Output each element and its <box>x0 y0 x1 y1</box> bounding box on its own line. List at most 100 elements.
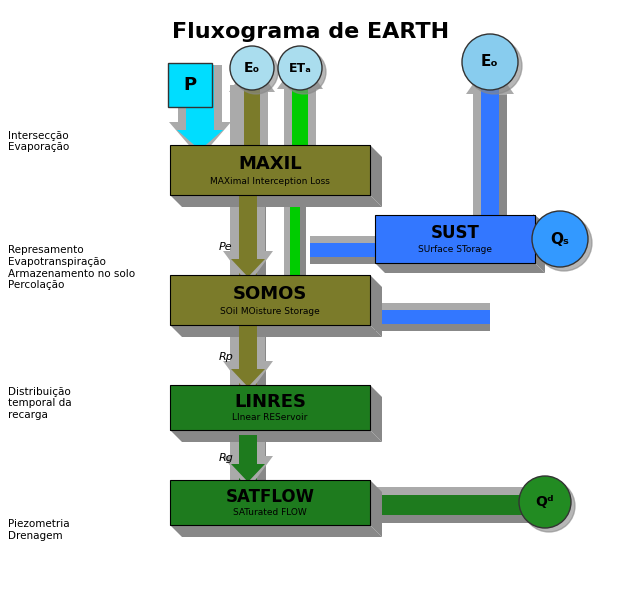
Polygon shape <box>257 85 266 145</box>
Text: Eₒ: Eₒ <box>244 61 260 75</box>
Circle shape <box>234 50 278 94</box>
Text: Rp: Rp <box>219 352 233 362</box>
Polygon shape <box>237 68 267 145</box>
Polygon shape <box>293 85 307 145</box>
Circle shape <box>282 50 326 94</box>
Text: LInear REServoir: LInear REServoir <box>232 413 307 422</box>
Polygon shape <box>310 243 375 257</box>
Polygon shape <box>169 65 231 158</box>
Polygon shape <box>223 195 273 285</box>
Polygon shape <box>533 214 567 264</box>
Polygon shape <box>170 430 382 442</box>
Text: Intersecção
Evaporação: Intersecção Evaporação <box>8 131 70 152</box>
Polygon shape <box>177 65 223 150</box>
FancyBboxPatch shape <box>170 480 370 525</box>
Polygon shape <box>230 435 266 480</box>
Polygon shape <box>474 68 506 95</box>
Polygon shape <box>230 195 266 275</box>
Circle shape <box>519 476 571 528</box>
Text: Qₛ: Qₛ <box>551 232 569 246</box>
Polygon shape <box>257 195 266 275</box>
Polygon shape <box>170 325 382 337</box>
Polygon shape <box>370 275 382 337</box>
Polygon shape <box>239 195 257 275</box>
Polygon shape <box>310 257 375 264</box>
Polygon shape <box>231 195 265 277</box>
Text: SATurated FLOW: SATurated FLOW <box>233 508 307 517</box>
Polygon shape <box>370 515 540 523</box>
Polygon shape <box>300 195 306 275</box>
Polygon shape <box>375 324 490 331</box>
Polygon shape <box>277 57 323 145</box>
Text: SOMOS: SOMOS <box>233 285 307 303</box>
Polygon shape <box>481 90 499 239</box>
Circle shape <box>466 38 522 94</box>
Polygon shape <box>245 85 259 145</box>
Text: Fluxograma de EARTH: Fluxograma de EARTH <box>172 22 449 42</box>
Text: Qᵈ: Qᵈ <box>536 495 555 509</box>
Text: Eₒ: Eₒ <box>481 55 499 69</box>
Polygon shape <box>259 85 267 145</box>
Text: MAXimal Interception Loss: MAXimal Interception Loss <box>210 176 330 185</box>
Text: Represamento
Evapotranspiração
Armazenamento no solo
Percolação: Represamento Evapotranspiração Armazenam… <box>8 246 135 290</box>
Polygon shape <box>284 195 306 275</box>
Polygon shape <box>239 85 257 145</box>
Polygon shape <box>231 435 265 482</box>
Polygon shape <box>375 303 490 331</box>
Polygon shape <box>170 195 382 207</box>
Polygon shape <box>535 215 545 273</box>
Text: Rg: Rg <box>219 453 233 463</box>
Text: Piezometria
Drenagem: Piezometria Drenagem <box>8 519 70 541</box>
Polygon shape <box>370 480 382 537</box>
Polygon shape <box>535 221 560 257</box>
Circle shape <box>523 480 575 532</box>
Text: MAXIL: MAXIL <box>238 155 302 173</box>
Polygon shape <box>257 325 266 385</box>
FancyBboxPatch shape <box>168 63 212 107</box>
Text: Distribuição
temporal da
recarga: Distribuição temporal da recarga <box>8 386 71 420</box>
Polygon shape <box>375 263 545 273</box>
FancyBboxPatch shape <box>375 215 535 263</box>
Circle shape <box>278 46 322 90</box>
Text: P: P <box>183 76 197 94</box>
Text: SOil MOisture Storage: SOil MOisture Storage <box>220 306 320 315</box>
Polygon shape <box>466 60 514 95</box>
Polygon shape <box>170 525 382 537</box>
Polygon shape <box>370 495 540 515</box>
Circle shape <box>532 211 588 267</box>
Polygon shape <box>239 435 257 480</box>
Polygon shape <box>473 90 507 239</box>
Polygon shape <box>231 325 265 387</box>
Circle shape <box>536 215 592 271</box>
Polygon shape <box>375 310 490 324</box>
FancyBboxPatch shape <box>170 145 370 195</box>
Polygon shape <box>223 435 273 490</box>
Polygon shape <box>370 487 540 523</box>
Circle shape <box>230 46 274 90</box>
Text: Pe: Pe <box>219 242 233 252</box>
Polygon shape <box>307 85 315 145</box>
Polygon shape <box>223 325 273 395</box>
Polygon shape <box>290 195 300 275</box>
Text: ETₐ: ETₐ <box>289 61 312 75</box>
Polygon shape <box>499 90 507 239</box>
FancyBboxPatch shape <box>170 385 370 430</box>
Polygon shape <box>533 239 567 264</box>
Text: SUST: SUST <box>430 224 479 242</box>
Text: SUrface STorage: SUrface STorage <box>418 245 492 254</box>
Polygon shape <box>237 85 267 145</box>
Polygon shape <box>257 435 266 480</box>
Text: SATFLOW: SATFLOW <box>225 488 314 506</box>
Polygon shape <box>370 385 382 442</box>
Polygon shape <box>310 236 375 264</box>
Polygon shape <box>230 85 266 145</box>
Text: LINRES: LINRES <box>234 393 306 411</box>
Circle shape <box>462 34 518 90</box>
Polygon shape <box>285 65 315 145</box>
Polygon shape <box>230 325 266 385</box>
Polygon shape <box>229 60 275 145</box>
Polygon shape <box>239 325 257 385</box>
FancyBboxPatch shape <box>170 275 370 325</box>
Polygon shape <box>285 85 315 145</box>
Polygon shape <box>370 145 382 207</box>
